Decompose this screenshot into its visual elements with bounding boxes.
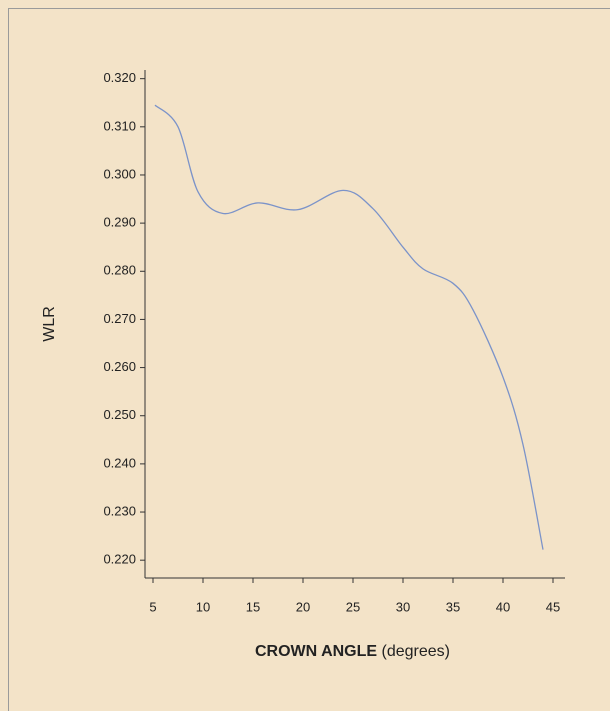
y-tick-label: 0.220 xyxy=(103,552,136,567)
y-tick-label: 0.320 xyxy=(103,70,136,85)
x-axis-label: CROWN ANGLE (degrees) xyxy=(255,643,450,660)
line xyxy=(154,104,544,550)
y-axis-label: WLR xyxy=(41,306,58,342)
y-tick-label: 0.290 xyxy=(103,215,136,230)
x-tick-label: 40 xyxy=(496,599,510,614)
y-tick-label: 0.250 xyxy=(103,407,136,422)
y-tick-label: 0.300 xyxy=(103,166,136,181)
x-tick-label: 35 xyxy=(446,599,460,614)
y-tick-label: 0.230 xyxy=(103,503,136,518)
y-tick-label: 0.270 xyxy=(103,311,136,326)
x-axis-label-main: CROWN ANGLE xyxy=(255,643,377,660)
y-tick-label: 0.280 xyxy=(103,263,136,278)
x-axis-label-unit: (degrees) xyxy=(382,643,450,660)
x-tick-label: 45 xyxy=(546,599,560,614)
y-tick-label: 0.260 xyxy=(103,359,136,374)
x-tick-label: 30 xyxy=(396,599,410,614)
x-tick-label: 25 xyxy=(346,599,360,614)
x-tick-label: 10 xyxy=(196,599,210,614)
y-tick-label: 0.240 xyxy=(103,455,136,470)
y-tick-label: 0.310 xyxy=(103,118,136,133)
x-tick-label: 5 xyxy=(149,599,156,614)
x-tick-label: 15 xyxy=(246,599,260,614)
x-tick-label: 20 xyxy=(296,599,310,614)
frame xyxy=(8,8,610,711)
